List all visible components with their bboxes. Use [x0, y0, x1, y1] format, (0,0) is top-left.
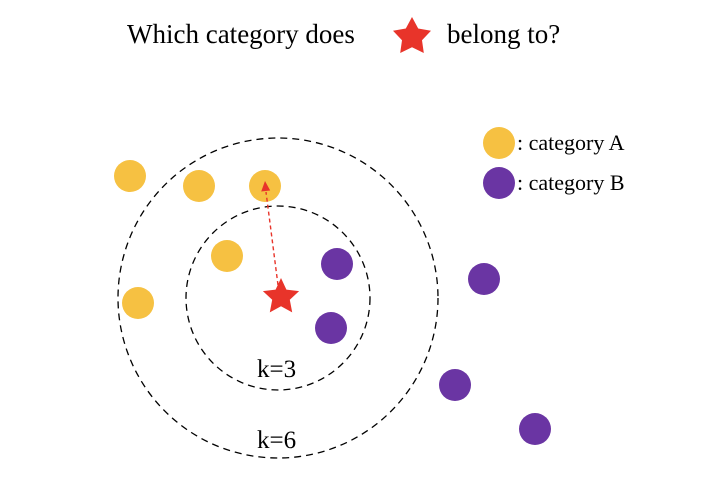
category-a-point — [211, 240, 243, 272]
category-a-point — [114, 160, 146, 192]
legend-category-b-icon — [483, 167, 515, 199]
title-before: Which category does — [127, 19, 355, 49]
query-star-icon — [262, 278, 300, 313]
nearest-neighbour-arrow — [265, 191, 279, 286]
category-b-point — [439, 369, 471, 401]
arrow-head-icon — [261, 181, 271, 192]
category-a-point — [183, 170, 215, 202]
legend-category-a-label: : category A — [517, 130, 625, 155]
category-b-point — [519, 413, 551, 445]
title-after: belong to? — [447, 19, 560, 49]
category-b-point — [468, 263, 500, 295]
k3-label: k=3 — [257, 356, 296, 383]
k6-ring — [117, 137, 439, 459]
category-b-point — [321, 248, 353, 280]
category-b-point — [315, 312, 347, 344]
category-a-point — [122, 287, 154, 319]
title-star-icon — [393, 17, 431, 53]
legend-category-b-label: : category B — [517, 170, 625, 195]
legend-category-a-icon — [483, 127, 515, 159]
k6-label: k=6 — [257, 427, 296, 454]
k3-ring — [185, 205, 371, 391]
